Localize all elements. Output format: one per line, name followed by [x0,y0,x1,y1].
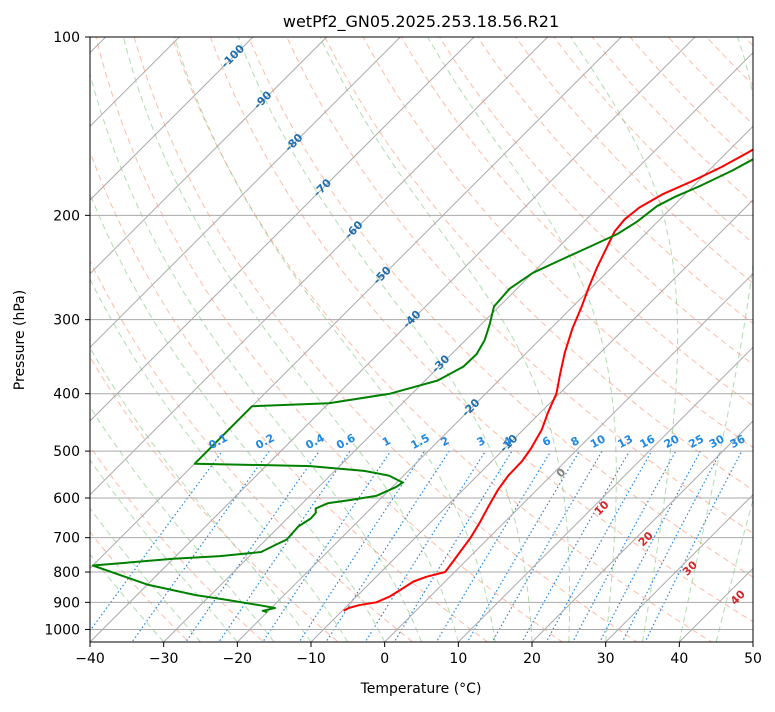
y-tick-label: 900 [53,595,80,611]
y-tick-label: 200 [53,208,80,224]
x-tick-label: −10 [296,651,326,667]
y-tick-label: 1000 [44,622,80,638]
y-tick-label: 500 [53,444,80,460]
chart-title: wetPf2_GN05.2025.253.18.56.R21 [283,12,559,32]
y-tick-label: 800 [53,565,80,581]
y-tick-label: 100 [53,30,80,46]
x-tick-label: −30 [149,651,179,667]
y-tick-label: 300 [53,313,80,329]
x-tick-label: 50 [744,651,762,667]
x-tick-label: 40 [670,651,688,667]
y-tick-label: 600 [53,491,80,507]
x-axis-label: Temperature (°C) [360,681,482,697]
x-tick-label: 0 [380,651,389,667]
x-tick-label: 10 [449,651,467,667]
y-axis-label: Pressure (hPa) [12,290,28,390]
y-tick-label: 700 [53,531,80,547]
x-tick-label: 20 [523,651,541,667]
x-tick-label: −20 [223,651,253,667]
x-tick-label: 30 [597,651,615,667]
y-tick-label: 400 [53,387,80,403]
x-tick-label: −40 [75,651,105,667]
